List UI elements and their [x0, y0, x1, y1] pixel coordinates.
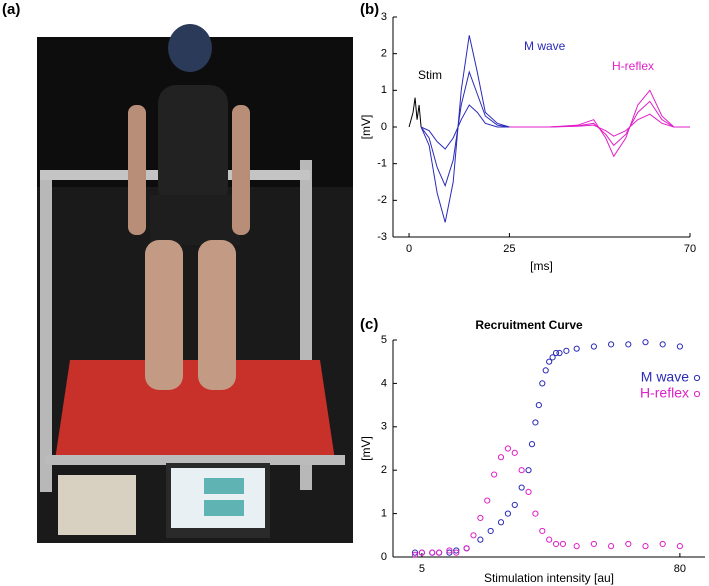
trace: [509, 89, 690, 158]
point: [552, 540, 560, 548]
panel-label: (a): [2, 1, 20, 18]
point: [625, 540, 632, 548]
y-tick-label: 2: [381, 464, 387, 476]
y-axis-label: [mV]: [359, 115, 373, 140]
point: [453, 549, 460, 556]
annotation: Stim: [418, 68, 442, 82]
trace: [420, 70, 510, 188]
point: [497, 454, 505, 461]
y-tick-label: -2: [377, 194, 387, 206]
legend-marker: [693, 390, 701, 398]
point: [642, 339, 649, 346]
point: [676, 543, 683, 550]
point: [528, 441, 536, 448]
point: [546, 358, 553, 365]
point: [549, 354, 556, 361]
y-tick-label: 3: [381, 421, 387, 433]
point: [497, 519, 505, 526]
point: [511, 501, 518, 509]
x-axis-label: Stimulation intensity [au]: [484, 571, 614, 585]
point: [446, 547, 453, 554]
y-tick-label: 3: [381, 11, 387, 23]
x-tick-label: 5: [419, 563, 425, 575]
point: [463, 545, 470, 552]
point: [477, 536, 484, 543]
point: [590, 343, 597, 350]
panel-label: (b): [360, 1, 379, 18]
point: [429, 549, 436, 556]
point: [659, 341, 666, 348]
trace: [509, 113, 690, 137]
point: [642, 543, 649, 550]
point: [525, 467, 532, 474]
point: [518, 467, 525, 474]
y-tick-label: -1: [377, 158, 387, 170]
y-tick-label: 5: [381, 334, 387, 346]
point: [542, 367, 549, 374]
point: [470, 532, 477, 539]
point: [525, 488, 532, 495]
point: [453, 547, 460, 554]
point: [446, 549, 453, 556]
y-tick-label: -3: [377, 231, 387, 243]
point: [504, 510, 511, 517]
legend-label: H-reflex: [640, 385, 689, 401]
trace: [420, 35, 510, 223]
annotation: M wave: [524, 39, 566, 53]
point: [511, 449, 518, 456]
point: [563, 347, 570, 354]
x-axis-label: [ms]: [530, 259, 553, 273]
point: [607, 543, 615, 550]
point: [491, 471, 498, 478]
point: [546, 536, 553, 543]
x-tick-label: 70: [684, 243, 696, 255]
photo: [37, 24, 353, 543]
y-tick-label: 4: [381, 377, 387, 389]
point: [535, 402, 542, 409]
point: [539, 527, 546, 535]
point: [418, 549, 425, 556]
x-tick-label: 25: [503, 243, 515, 255]
point: [590, 540, 597, 548]
point: [556, 349, 563, 357]
point: [487, 527, 494, 535]
point: [532, 510, 539, 517]
y-tick-label: 1: [381, 84, 387, 96]
point: [477, 514, 484, 522]
point: [659, 540, 666, 548]
point: [676, 343, 683, 350]
point: [607, 341, 615, 348]
annotation: H-reflex: [612, 59, 654, 73]
point: [411, 549, 419, 556]
legend-label: M wave: [641, 369, 689, 385]
point: [504, 445, 511, 452]
trace: [420, 104, 510, 150]
point: [552, 349, 560, 357]
trace: [408, 97, 422, 128]
point: [625, 341, 632, 348]
point: [573, 345, 580, 352]
y-tick-label: 1: [381, 508, 387, 520]
x-tick-label: 0: [406, 243, 412, 255]
chart-title: Recruitment Curve: [475, 318, 583, 332]
point: [484, 497, 491, 504]
point: [435, 549, 443, 556]
y-tick-label: 2: [381, 48, 387, 60]
x-tick-label: 80: [674, 563, 686, 575]
point: [559, 540, 567, 548]
point: [539, 380, 546, 387]
y-tick-label: 0: [381, 121, 387, 133]
point: [532, 419, 539, 426]
panel-label: (c): [360, 316, 378, 333]
point: [518, 484, 525, 491]
point: [411, 551, 419, 558]
legend-marker: [693, 374, 701, 382]
y-axis-label: [mV]: [359, 436, 373, 461]
point: [573, 543, 580, 550]
y-tick-label: 0: [381, 551, 387, 563]
